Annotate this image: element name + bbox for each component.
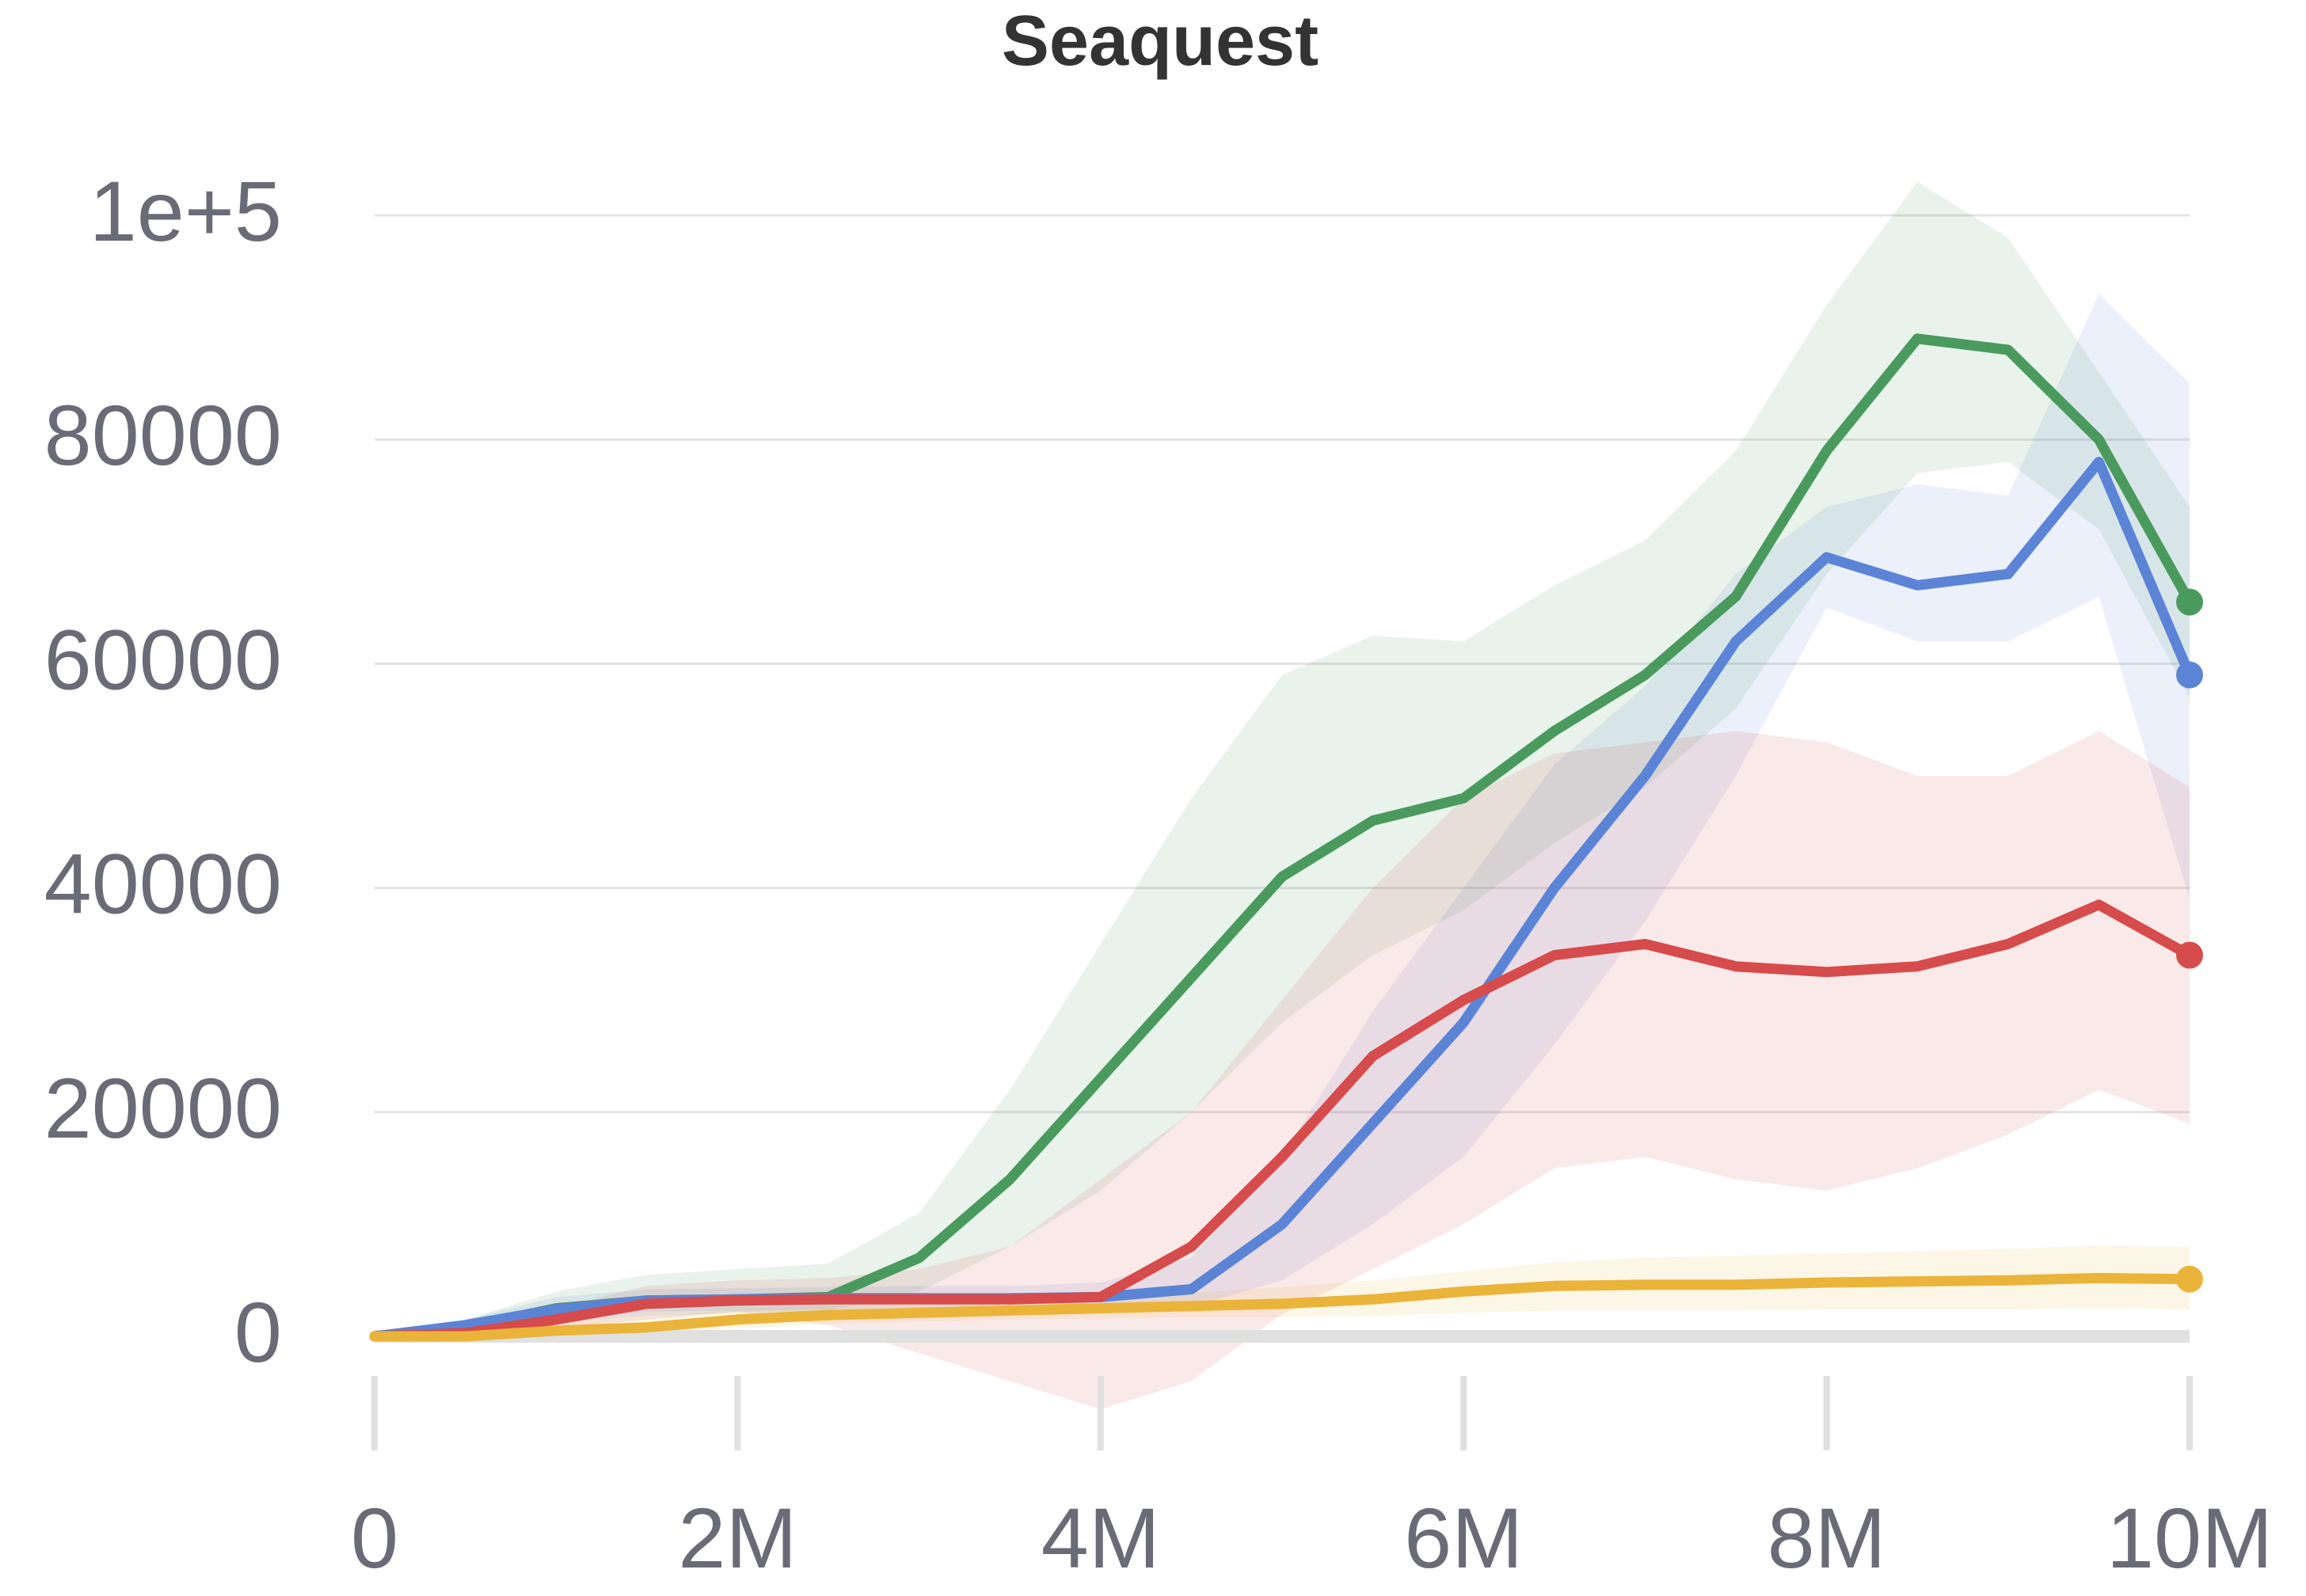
- x-tick-label: 8M: [1768, 1490, 1886, 1586]
- gridlines: [375, 214, 2190, 1114]
- y-tick-label: 80000: [44, 387, 282, 483]
- series-end-marker-0: [2176, 588, 2203, 616]
- x-tick-label: 6M: [1404, 1490, 1523, 1586]
- confidence-band-0: [375, 181, 2190, 1336]
- x-tick-label: 4M: [1041, 1490, 1160, 1586]
- chart-title: Seaquest: [1002, 2, 1319, 81]
- y-tick-label: 40000: [44, 836, 282, 932]
- y-tick-label: 0: [234, 1284, 282, 1380]
- x-tick-labels: 0 2M 4M 6M 8M 10M: [351, 1490, 2273, 1586]
- axes: [371, 1330, 2193, 1450]
- confidence-band-2: [375, 731, 2190, 1409]
- x-tick-label: 0: [351, 1490, 398, 1586]
- x-tick-label: 10M: [2106, 1490, 2273, 1586]
- x-tick-label: 2M: [678, 1490, 797, 1586]
- series-end-marker-3: [2176, 1265, 2203, 1293]
- series-line-2: [369, 899, 2195, 1342]
- series-end-marker-2: [2176, 941, 2203, 969]
- series-line-3: [369, 1272, 2195, 1342]
- y-tick-labels: 0 20000 40000 60000 80000 1e+5: [44, 163, 282, 1380]
- series-end-marker-1: [2176, 661, 2203, 689]
- series-lines: [369, 333, 2203, 1342]
- y-tick-label: 60000: [44, 611, 282, 707]
- y-tick-label: 1e+5: [89, 163, 282, 259]
- y-tick-label: 20000: [44, 1060, 282, 1156]
